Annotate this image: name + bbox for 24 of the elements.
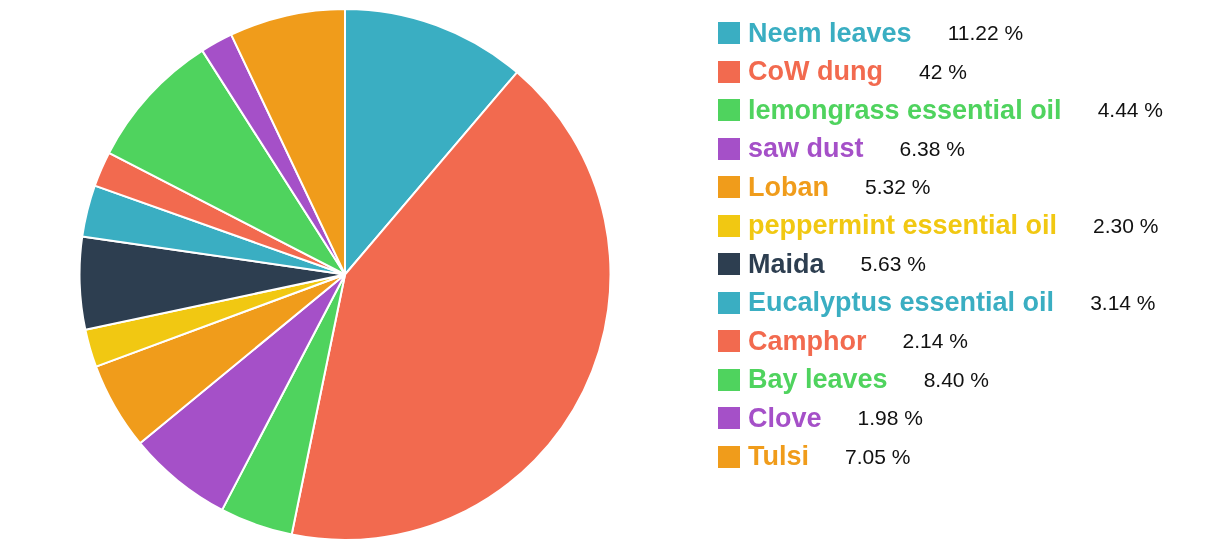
data-label: 5.32 %: [865, 175, 931, 200]
data-label: 5.63 %: [860, 252, 926, 277]
legend-label: Maida: [748, 248, 825, 280]
legend-label: Bay leaves: [748, 364, 888, 396]
data-label: 1.98 %: [857, 406, 923, 431]
data-label: 3.14 %: [1090, 290, 1156, 315]
data-label: 6.38 %: [899, 136, 965, 161]
data-label: 11.22 %: [947, 21, 1024, 46]
data-label: 8.40 %: [923, 367, 990, 392]
legend-label: Loban: [748, 171, 829, 203]
legend-label: Clove: [748, 402, 822, 434]
legend-label: saw dust: [748, 133, 864, 165]
legend-label: Neem leaves: [748, 17, 912, 49]
data-label: 7.05 %: [845, 444, 911, 469]
legend-label: Camphor: [748, 325, 867, 357]
data-label: 2.30 %: [1093, 213, 1159, 238]
legend-label: CoW dung: [748, 56, 883, 88]
legend-label: peppermint essential oil: [748, 210, 1058, 242]
data-label: 42 %: [918, 59, 967, 84]
data-label: 2.14 %: [902, 329, 968, 354]
legend-label: lemongrass essential oil: [748, 94, 1062, 126]
legend-label: Tulsi: [748, 441, 810, 473]
data-label: 4.44 %: [1097, 98, 1164, 123]
legend-label: Eucalyptus essential oil: [748, 287, 1055, 319]
